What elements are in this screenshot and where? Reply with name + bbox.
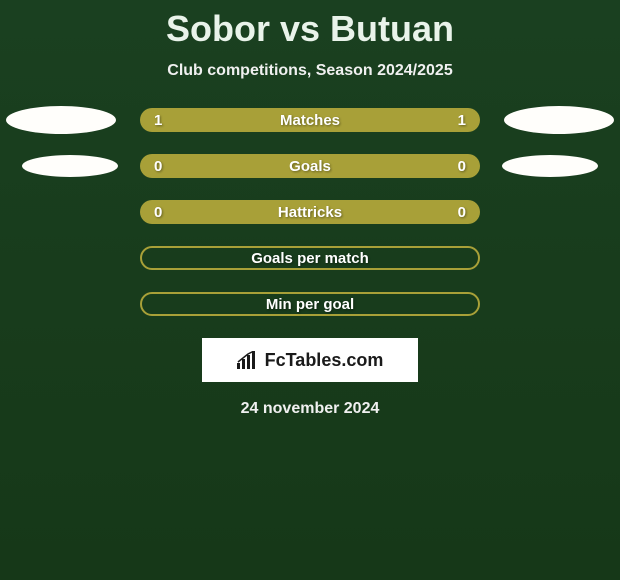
team-right-marker — [504, 106, 614, 134]
stat-rows: 1 Matches 1 0 Goals 0 0 Hattricks 0 Goal… — [0, 108, 620, 316]
stat-label: Goals per match — [142, 250, 478, 267]
chart-icon — [237, 351, 259, 369]
stat-left-value: 0 — [154, 204, 174, 221]
team-left-marker — [22, 155, 118, 177]
stat-right-value: 1 — [446, 112, 466, 129]
brand-text: FcTables.com — [265, 350, 384, 371]
page-subtitle: Club competitions, Season 2024/2025 — [0, 62, 620, 80]
page-title: Sobor vs Butuan — [0, 0, 620, 50]
team-left-marker — [6, 106, 116, 134]
stat-label: Hattricks — [140, 204, 480, 221]
stat-bar-hattricks: 0 Hattricks 0 — [140, 200, 480, 224]
brand-badge: FcTables.com — [202, 338, 418, 382]
team-right-marker — [502, 155, 598, 177]
stat-right-value: 0 — [446, 158, 466, 175]
row-matches: 1 Matches 1 — [0, 108, 620, 132]
date-text: 24 november 2024 — [0, 400, 620, 418]
stat-left-value: 1 — [154, 112, 174, 129]
stat-left-value: 0 — [154, 158, 174, 175]
stat-bar-mpg: Min per goal — [140, 292, 480, 316]
stat-bar-gpm: Goals per match — [140, 246, 480, 270]
row-goals: 0 Goals 0 — [0, 154, 620, 178]
row-goals-per-match: Goals per match — [0, 246, 620, 270]
stat-label: Min per goal — [142, 296, 478, 313]
row-min-per-goal: Min per goal — [0, 292, 620, 316]
stat-label: Matches — [140, 112, 480, 129]
row-hattricks: 0 Hattricks 0 — [0, 200, 620, 224]
stat-label: Goals — [140, 158, 480, 175]
stat-right-value: 0 — [446, 204, 466, 221]
stat-bar-goals: 0 Goals 0 — [140, 154, 480, 178]
stat-bar-matches: 1 Matches 1 — [140, 108, 480, 132]
